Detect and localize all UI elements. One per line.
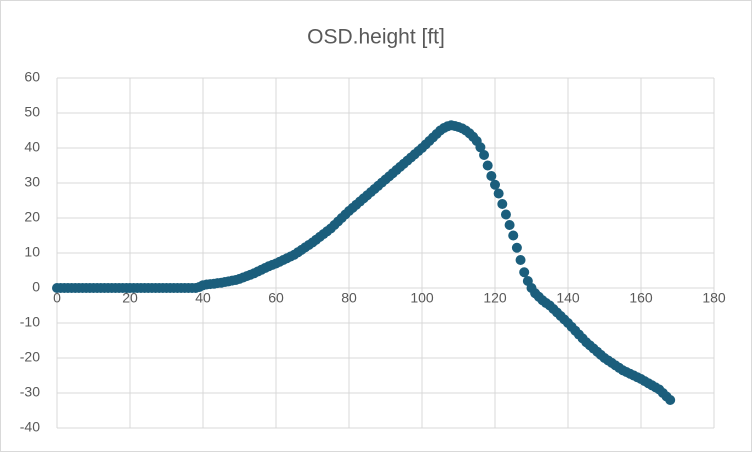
y-tick-label: 20: [24, 209, 40, 225]
point: [493, 188, 504, 199]
y-tick-label: 40: [24, 139, 40, 155]
y-tick-label: 10: [24, 244, 40, 260]
point: [497, 199, 508, 209]
point: [475, 142, 486, 153]
y-tick-label: -30: [20, 384, 40, 400]
marks: [52, 120, 676, 405]
point: [519, 267, 530, 278]
x-tick-label: 20: [122, 290, 138, 306]
chart-title: OSD.height [ft]: [307, 26, 445, 49]
point: [486, 171, 497, 181]
x-tick-label: 60: [268, 290, 284, 306]
x-tick-label: 80: [341, 290, 357, 306]
y-tick-label: 30: [24, 174, 40, 190]
y-tick-label: -20: [20, 349, 40, 365]
x-tick-label: 140: [556, 290, 580, 306]
x-tick-label: 160: [629, 290, 653, 306]
y-tick-label: 0: [32, 279, 40, 295]
x-tick-label: 100: [410, 290, 434, 306]
point: [504, 220, 515, 230]
point: [479, 150, 490, 160]
x-tick-label: 0: [53, 290, 61, 306]
point: [511, 242, 522, 253]
y-tick-label: -40: [20, 419, 40, 435]
point: [490, 179, 500, 190]
x-tick-label: 40: [195, 290, 211, 306]
grid: [56, 77, 715, 429]
point: [515, 255, 526, 265]
x-tick-label: 120: [483, 290, 507, 306]
point: [665, 395, 676, 405]
labels: -40 -30 -20 -10 0 10 20 30 40 50 60 0 20 40 60 80 100 120…: [20, 69, 726, 435]
y-tick-label: -10: [20, 314, 40, 330]
y-tick-label: 60: [24, 69, 40, 85]
x-tick-label: 180: [702, 290, 726, 306]
y-tick-label: 50: [24, 104, 40, 120]
point: [508, 230, 519, 241]
point: [482, 160, 493, 171]
point: [500, 209, 511, 220]
